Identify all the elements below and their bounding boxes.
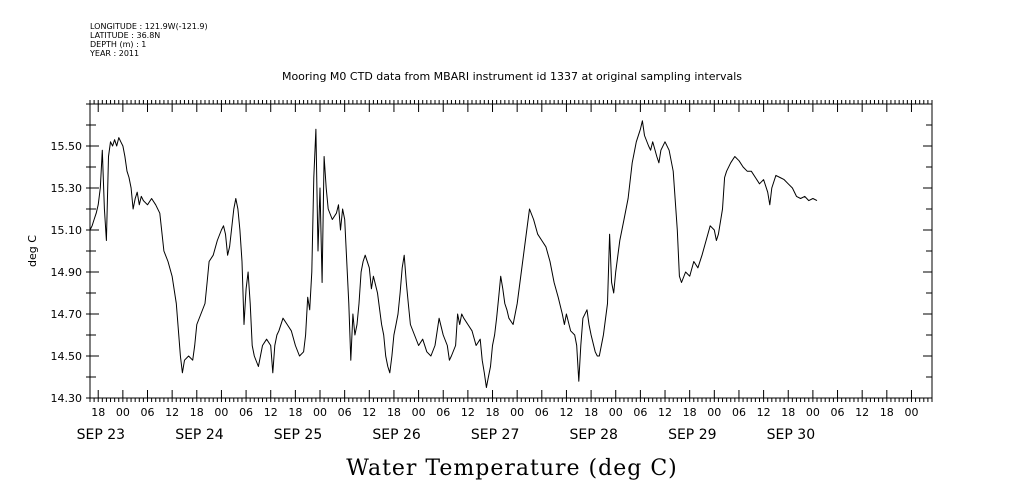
- chart-title: Mooring M0 CTD data from MBARI instrumen…: [282, 70, 742, 83]
- series-line: [89, 120, 818, 388]
- plot-frame: [89, 103, 933, 399]
- x-tick-label: 00: [214, 406, 228, 419]
- x-tick-label: 18: [781, 406, 795, 419]
- y-tick-label: 14.90: [51, 266, 83, 279]
- x-tick-label: 06: [535, 406, 549, 419]
- x-tick-label: 12: [461, 406, 475, 419]
- x-tick-label: 06: [239, 406, 253, 419]
- x-tick-label: 06: [141, 406, 155, 419]
- x-axis-dates: SEP 23 SEP 24 SEP 25 SEP 26 SEP 27 SEP 28 SEP …: [77, 427, 815, 443]
- x-tick-label: 06: [436, 406, 450, 419]
- date-label: SEP 30: [767, 427, 815, 443]
- x-tick-label: 00: [609, 406, 623, 419]
- x-tick-label: 18: [190, 406, 204, 419]
- x-tick-label: 12: [658, 406, 672, 419]
- x-minor-ticks: [89, 100, 933, 402]
- x-tick-label: 18: [584, 406, 598, 419]
- x-tick-label: 00: [510, 406, 524, 419]
- x-tick-label: 18: [880, 406, 894, 419]
- depth-text: DEPTH (m) : 1: [90, 40, 147, 49]
- x-tick-label: 06: [338, 406, 352, 419]
- year-text: YEAR : 2011: [90, 49, 140, 58]
- date-label: SEP 29: [668, 427, 716, 443]
- y-tick-label: 14.70: [51, 308, 83, 321]
- y-tick-label: 14.30: [51, 392, 83, 405]
- x-tick-label: 00: [904, 406, 918, 419]
- x-tick-label: 00: [412, 406, 426, 419]
- y-tick-label: 15.30: [51, 182, 83, 195]
- y-tick-label: 14.50: [51, 350, 83, 363]
- x-tick-label: 06: [732, 406, 746, 419]
- date-label: SEP 27: [471, 427, 519, 443]
- x-tick-label: 18: [288, 406, 302, 419]
- x-tick-label: 18: [91, 406, 105, 419]
- y-axis: 14.30 14.50 14.70 14.90 15.10 15.30 15.50: [51, 103, 932, 405]
- y-axis-label: deg C: [26, 235, 39, 267]
- date-label: SEP 28: [570, 427, 618, 443]
- x-axis-label: Water Temperature (deg C): [346, 456, 678, 481]
- date-label: SEP 25: [274, 427, 322, 443]
- x-tick-label: 00: [116, 406, 130, 419]
- date-label: SEP 26: [372, 427, 421, 443]
- date-label: SEP 24: [175, 427, 224, 443]
- x-tick-label: 12: [264, 406, 278, 419]
- x-tick-label: 06: [633, 406, 647, 419]
- x-tick-label: 12: [362, 406, 376, 419]
- y-tick-label: 15.50: [51, 140, 83, 153]
- y-tick-label: 15.10: [51, 224, 83, 237]
- x-tick-label: 12: [855, 406, 869, 419]
- longitude-text: LONGITUDE : 121.9W(-121.9): [90, 22, 208, 31]
- x-axis: 18 00 06 12 18 00 06 12 18 00 06 12 18 00 06 12 18 00 06 12…: [91, 104, 918, 419]
- x-tick-label: 12: [165, 406, 179, 419]
- series-layer: [89, 120, 818, 388]
- x-tick-label: 18: [486, 406, 500, 419]
- x-tick-label: 12: [757, 406, 771, 419]
- x-tick-label: 06: [831, 406, 845, 419]
- x-tick-label: 12: [559, 406, 573, 419]
- latitude-text: LATITUDE : 36.8N: [90, 31, 161, 40]
- date-label: SEP 23: [77, 427, 125, 443]
- x-tick-label: 18: [683, 406, 697, 419]
- metadata-block: LONGITUDE : 121.9W(-121.9) LATITUDE : 36…: [90, 22, 208, 58]
- x-tick-label: 00: [313, 406, 327, 419]
- x-tick-label: 00: [806, 406, 820, 419]
- x-tick-label: 18: [387, 406, 401, 419]
- x-tick-label: 00: [707, 406, 721, 419]
